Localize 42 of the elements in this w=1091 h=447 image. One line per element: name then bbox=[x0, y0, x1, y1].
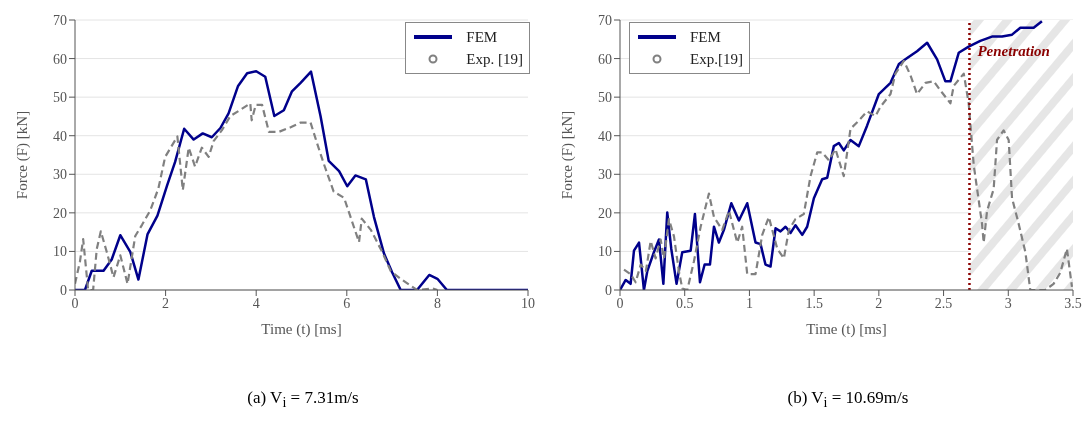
y-tick-label: 70 bbox=[53, 12, 67, 28]
x-tick-label: 1.5 bbox=[805, 295, 823, 311]
x-tick-label: 4 bbox=[252, 295, 260, 311]
text: (b) V$_{i}$ = 10.69m/s bbox=[786, 388, 910, 412]
y-tick-label: 40 bbox=[598, 128, 612, 144]
y-tick-label: 20 bbox=[53, 205, 67, 221]
y-tick-label: 0 bbox=[605, 282, 612, 298]
y-tick-label: 70 bbox=[598, 12, 612, 28]
line-series bbox=[75, 102, 439, 290]
y-tick-label: 30 bbox=[598, 167, 612, 183]
text: (a) V$_{i}$ = 7.31m/s bbox=[246, 388, 360, 412]
x-tick-label: 1 bbox=[745, 295, 753, 311]
legend-label: Exp.[19] bbox=[690, 50, 743, 68]
x-tick-label: 0.5 bbox=[675, 295, 694, 311]
x-axis-title: Time (t) [ms] bbox=[261, 321, 342, 338]
ref-line-label: Penetration bbox=[977, 43, 1050, 59]
x-tick-label: 2.5 bbox=[934, 295, 953, 311]
x-tick-label: 8 bbox=[433, 295, 441, 311]
y-axis-title: Force (F) [kN] bbox=[14, 110, 32, 200]
y-axis-title: Force (F) [kN] bbox=[559, 110, 577, 200]
x-tick-label: 10 bbox=[521, 295, 535, 311]
y-tick-label: 0 bbox=[60, 282, 67, 298]
y-tick-label: 60 bbox=[598, 51, 612, 67]
x-tick-label: 0 bbox=[71, 295, 79, 311]
x-tick-label: 6 bbox=[343, 295, 351, 311]
legend-label: FEM bbox=[466, 28, 498, 46]
x-tick-label: 3 bbox=[1004, 295, 1012, 311]
y-tick-label: 30 bbox=[53, 167, 67, 183]
x-tick-label: 3.5 bbox=[1064, 295, 1082, 311]
y-tick-label: 50 bbox=[53, 90, 67, 106]
y-tick-label: 50 bbox=[598, 90, 612, 106]
legend-label: FEM bbox=[690, 28, 721, 46]
x-tick-label: 2 bbox=[162, 295, 170, 311]
x-tick-label: 0 bbox=[616, 295, 624, 311]
y-tick-label: 40 bbox=[53, 128, 67, 144]
y-tick-label: 60 bbox=[53, 51, 67, 67]
y-tick-label: 10 bbox=[53, 244, 67, 260]
legend-label: Exp. [19] bbox=[466, 50, 523, 68]
y-tick-label: 10 bbox=[598, 244, 612, 260]
x-axis-title: Time (t) [ms] bbox=[806, 321, 887, 338]
x-tick-label: 2 bbox=[875, 295, 883, 311]
y-tick-label: 20 bbox=[598, 205, 612, 221]
